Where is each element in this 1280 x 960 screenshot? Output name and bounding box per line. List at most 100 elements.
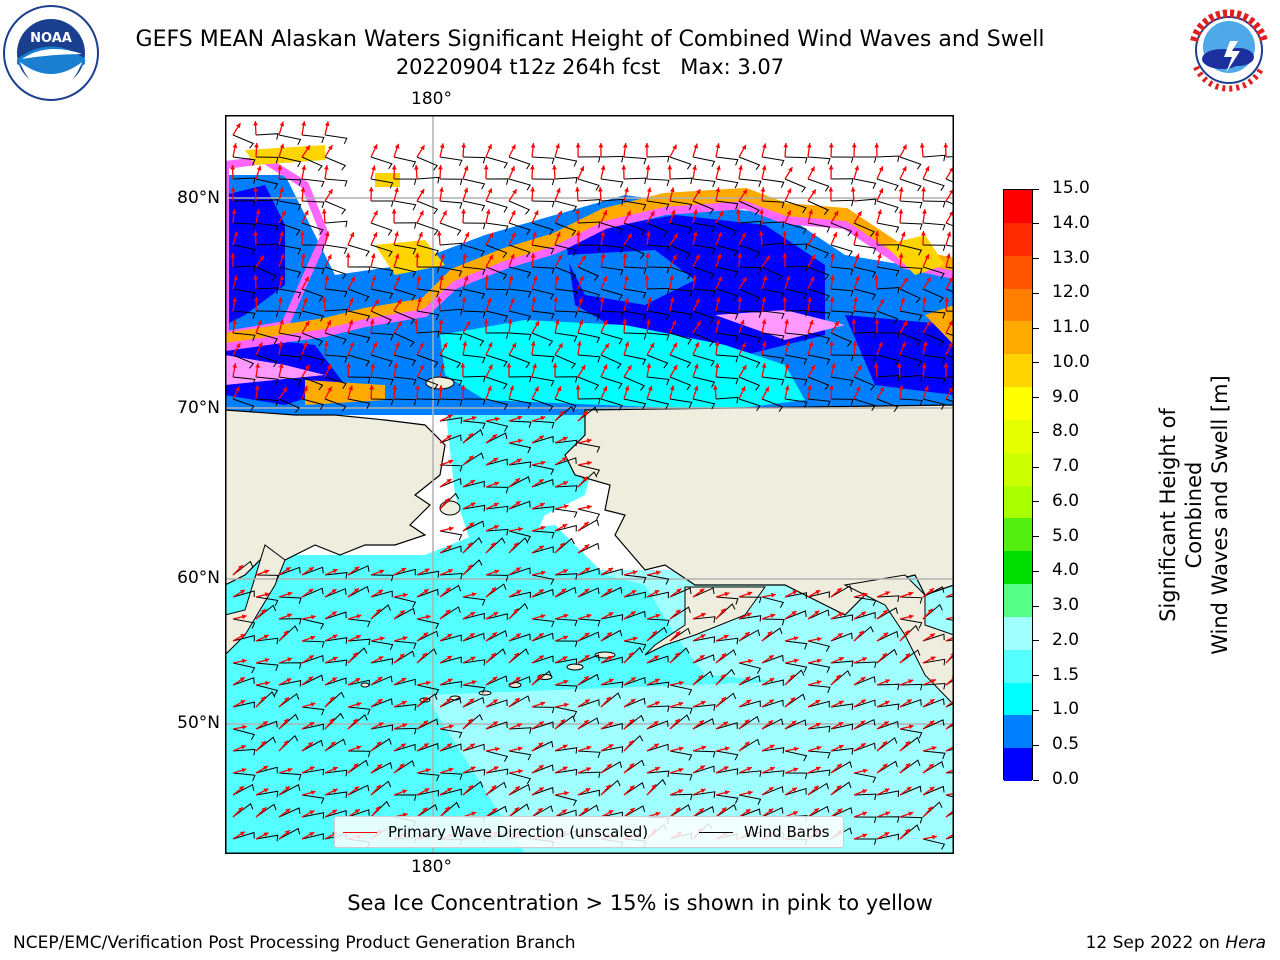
wind-barb [301,794,325,804]
wave-arrow-head [761,297,767,302]
wind-barb [416,376,439,390]
wind-barb [623,759,645,774]
wind-barb [462,596,486,606]
wind-barb [715,222,738,237]
wind-barb [807,288,830,302]
wave-arrow-head [261,741,266,746]
wave-arrow-head [882,610,888,615]
wave-arrow-head [448,767,454,773]
wind-barb [623,591,647,599]
wave-arrow-head [440,363,445,369]
wave-direction-arrow [945,700,954,708]
wave-arrow-head [493,458,499,463]
wind-barb [439,288,463,297]
colorbar-tick-label: 1.0 [1052,699,1080,720]
wind-barb [508,727,532,734]
wave-arrow-head [534,210,539,216]
footer-host: Hera [1225,933,1266,953]
wave-arrow-head [488,364,493,370]
wave-arrow-head [261,807,267,813]
wind-barb [899,310,923,321]
wind-barb [876,222,900,233]
wave-arrow-head [424,568,430,573]
wave-arrow-head [403,592,408,598]
wave-arrow-head [717,276,723,282]
wave-arrow-head [815,766,821,772]
wind-barb [554,658,578,665]
wave-arrow-head [768,808,774,814]
wind-barb [324,677,347,686]
wave-arrow-head [492,434,497,439]
wave-arrow-head [563,481,568,486]
wind-barb [370,724,394,732]
wave-arrow-head [559,410,565,416]
wind-barb [807,156,831,165]
wind-barb [784,693,806,708]
wave-arrow-head [287,591,293,597]
wind-barb [692,332,714,347]
wind-barb [554,573,578,580]
wave-arrow-head [715,187,721,192]
wave-arrow-head [442,342,448,348]
wave-arrow-head [921,231,926,236]
wave-arrow-head [517,415,523,421]
wave-arrow-head [807,297,812,302]
wind-barb [255,222,279,232]
wind-barb [807,398,831,408]
wind-barb [669,647,690,664]
wind-barb [623,244,645,260]
wind-barb [278,713,299,730]
wind-barb [715,156,739,166]
wind-barb [324,398,347,412]
wave-arrow-head [769,744,775,749]
wave-arrow-head [929,699,935,704]
wind-barb [922,200,946,208]
wind-barb [370,244,393,257]
wind-barb [807,782,829,796]
wind-barb [531,398,554,412]
wave-arrow-head [285,808,291,814]
wind-barb [347,714,368,730]
wave-arrow-head [785,275,791,281]
wind-barb [278,772,302,781]
wave-arrow-head [397,321,402,327]
wave-arrow-head [767,631,773,637]
wind-barb [232,200,256,207]
wind-barb [485,458,508,466]
wave-arrow-head [760,187,766,192]
wind-barb [669,706,693,715]
wind-barb [531,310,555,320]
wind-barb [508,332,532,341]
wave-arrow-head [515,677,521,682]
wind-barb [232,618,256,629]
wind-barb [577,310,601,321]
wind-barb [715,376,739,385]
wave-arrow-head [418,232,423,237]
wind-barb [876,833,900,841]
wave-arrow-head [877,253,882,259]
wind-barb [692,704,716,711]
wave-arrow-head [877,209,882,215]
wave-arrow-head [483,165,489,170]
wind-barb [577,199,601,206]
wave-arrow-head [378,722,384,727]
wind-barb [255,834,279,842]
colorbar-tick-mark [1033,570,1039,572]
wave-arrow-head [530,143,536,148]
wind-barb [485,354,508,368]
wind-barb [807,700,830,708]
wind-barb [531,655,554,664]
wind-barb [255,133,279,140]
wind-barb [531,178,555,186]
wave-arrow-head [854,165,859,171]
wave-arrow-head [376,785,381,790]
wind-barb [876,374,900,382]
wave-arrow-head [467,542,473,548]
wave-arrow-head [310,790,316,795]
wind-barb [922,376,946,385]
wave-arrow-head [493,502,499,508]
wave-arrow-head [402,789,408,794]
wind-barb [301,310,325,322]
wave-arrow-head [785,341,790,347]
colorbar-bin [1004,387,1032,421]
